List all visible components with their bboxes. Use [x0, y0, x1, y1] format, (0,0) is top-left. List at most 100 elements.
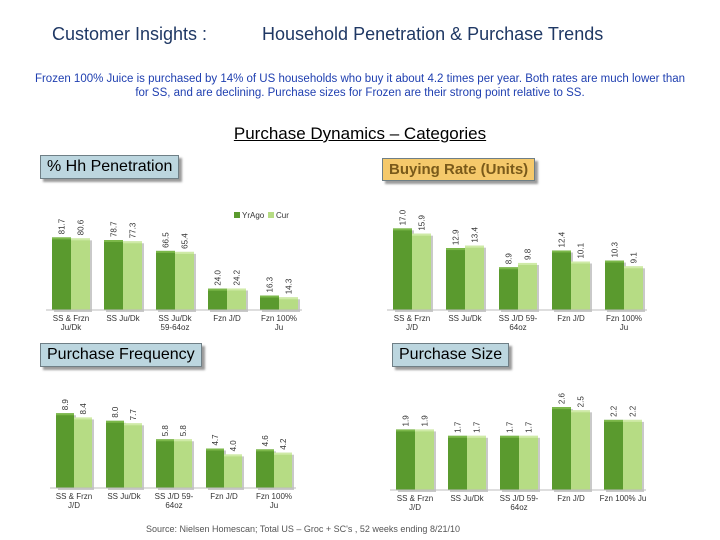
bar	[448, 435, 467, 490]
bar	[499, 267, 518, 310]
tick-label: Ju	[620, 323, 628, 332]
bar	[412, 233, 431, 310]
tick-label: Ju	[270, 501, 278, 510]
bar	[415, 429, 434, 490]
data-label: 24.0	[214, 270, 223, 286]
bar-top	[156, 250, 175, 253]
data-label: 2.2	[629, 405, 638, 417]
data-label: 77.3	[129, 222, 138, 238]
bar-top	[500, 435, 519, 438]
bar	[224, 454, 242, 488]
page-title-left: Customer Insights :	[52, 24, 208, 44]
bar	[519, 435, 538, 490]
legend-label: Cur	[276, 211, 289, 220]
bar	[604, 419, 623, 490]
data-label: 2.2	[610, 405, 619, 417]
bar-top	[56, 413, 74, 416]
bar-top	[256, 449, 274, 452]
bar-top	[123, 241, 142, 244]
bar-top	[260, 295, 279, 298]
bar-top	[552, 250, 571, 253]
data-label: 8.4	[79, 403, 88, 415]
chart-title-purchase-frequency: Purchase Frequency	[40, 343, 202, 367]
data-label: 66.5	[162, 232, 171, 248]
bar	[71, 238, 90, 310]
bar	[279, 297, 298, 310]
bar-top	[274, 452, 292, 455]
bar	[56, 413, 74, 488]
bar-top	[571, 261, 590, 264]
data-label: 15.9	[418, 215, 427, 231]
bar	[260, 295, 279, 310]
bar-top	[124, 423, 142, 426]
bar-top	[499, 267, 518, 270]
tick-label: Fzn 100%	[606, 314, 642, 323]
data-label: 80.6	[77, 219, 86, 235]
bar	[156, 250, 175, 310]
bar	[175, 251, 194, 310]
bar	[123, 241, 142, 310]
bar	[396, 429, 415, 490]
bar	[571, 410, 590, 490]
bar-top	[208, 288, 227, 291]
data-label: 24.2	[233, 269, 242, 285]
data-label: 1.7	[473, 421, 482, 433]
data-label: 4.0	[229, 440, 238, 452]
bar-top	[106, 420, 124, 423]
bar	[552, 407, 571, 490]
tick-label: SS Ju/Dk	[448, 314, 482, 323]
bar-top	[415, 429, 434, 432]
bar-top	[624, 266, 643, 269]
summary-text: Frozen 100% Juice is purchased by 14% of…	[34, 73, 686, 99]
tick-label: SS J/D 59-	[155, 492, 194, 501]
data-label: 1.9	[402, 415, 411, 427]
data-label: 13.4	[471, 227, 480, 243]
bar-top	[623, 419, 642, 422]
data-label: 1.9	[421, 415, 430, 427]
section-subheader: Purchase Dynamics – Categories	[233, 124, 487, 143]
tick-label: Fzn J/D	[213, 314, 241, 323]
bar	[274, 452, 292, 488]
bar	[552, 250, 571, 310]
bar	[206, 448, 224, 488]
tick-label: J/D	[409, 503, 421, 512]
bar	[446, 248, 465, 310]
tick-label: Fzn J/D	[210, 492, 238, 501]
bar	[467, 435, 486, 490]
tick-label: 64oz	[509, 323, 526, 332]
tick-label: SS Ju/Dk	[106, 314, 140, 323]
bar-top	[52, 237, 71, 240]
data-label: 4.2	[279, 438, 288, 450]
source-footnote: Source: Nielsen Homescan; Total US – Gro…	[146, 524, 460, 534]
bar	[104, 240, 123, 310]
bar-top	[71, 238, 90, 241]
tick-label: 64oz	[510, 503, 527, 512]
chart-title-buying-rate: Buying Rate (Units)	[382, 158, 536, 181]
data-label: 9.1	[630, 252, 639, 264]
data-label: 2.5	[577, 396, 586, 408]
data-label: 5.8	[161, 425, 170, 437]
data-label: 81.7	[58, 218, 67, 234]
data-label: 14.3	[285, 278, 294, 294]
bar	[518, 262, 537, 310]
tick-label: SS Ju/Dk	[158, 314, 192, 323]
bar-top	[206, 448, 224, 451]
bar	[571, 261, 590, 310]
tick-label: Fzn 100% Ju	[600, 494, 647, 503]
chart-title-purchase-size: Purchase Size	[392, 343, 510, 367]
bar-top	[175, 251, 194, 254]
data-label: 12.4	[558, 231, 567, 247]
bar	[256, 449, 274, 488]
data-label: 7.7	[129, 409, 138, 421]
bar	[227, 288, 246, 310]
bar-top	[174, 439, 192, 442]
bar	[605, 260, 624, 310]
data-label: 2.6	[558, 392, 567, 404]
tick-label: Ju/Dk	[61, 323, 82, 332]
bar-top	[156, 439, 174, 442]
bar-top	[412, 233, 431, 236]
bar-top	[465, 245, 484, 248]
